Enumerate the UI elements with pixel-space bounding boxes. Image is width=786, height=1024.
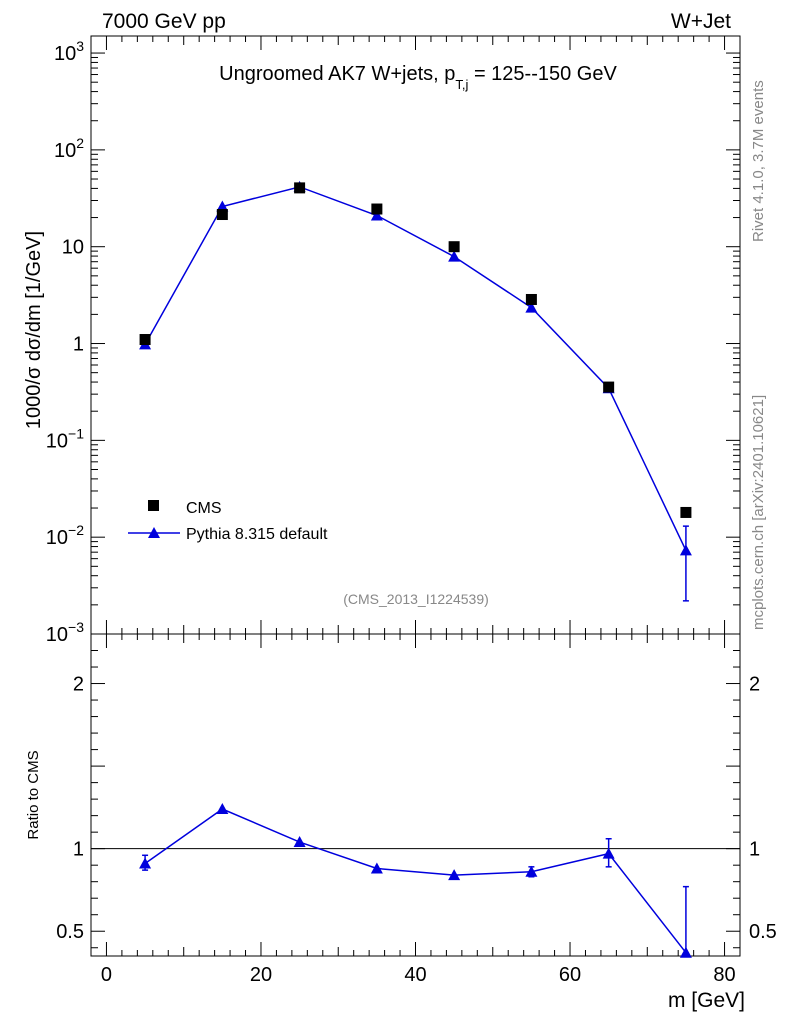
legend-cms-label: CMS [186,500,222,517]
x-tick-label: 60 [559,964,581,986]
cms-point [680,506,692,518]
cms-point [525,293,537,305]
cms-point [448,241,460,253]
analysis-watermark: (CMS_2013_I1224539) [343,591,489,607]
main-ticks [91,36,740,635]
ratio-point [139,857,152,869]
ratio-y-axis-label: Ratio to CMS [25,750,42,839]
main-panel: Ungroomed AK7 W+jets, pT,j = 125--150 Ge… [23,35,741,646]
ratio-series [139,803,692,958]
x-tick-label: 80 [713,964,735,986]
ratio-y-tick-label-left: 2 [73,674,84,696]
legend-pythia-label: Pythia 8.315 default [186,526,328,543]
cms-point [139,334,151,346]
x-tick-label: 0 [101,964,112,986]
ratio-point [370,862,383,874]
ratio-panel: Ratio to CMS m [GeV] 2 2 1 1 0.5 0.5 0 20 40 60 80 [25,633,777,1012]
pythia-line [144,186,687,551]
ratio-point [448,869,461,881]
main-y-tick-label: 103 [54,38,84,65]
ratio-line [144,808,687,954]
pythia-point [679,544,692,556]
header-right-label: W+Jet [671,10,731,33]
ratio-y-tick-label-right: 2 [749,674,760,696]
cms-point [371,203,383,215]
main-y-tick-label: 10−2 [46,522,84,549]
ratio-point [602,847,615,859]
legend-cms-marker [148,500,159,511]
pythia-point [525,301,538,313]
legend: CMS Pythia 8.315 default [128,500,328,543]
pythia-point [448,250,461,262]
main-title: Ungroomed AK7 W+jets, pT,j = 125--150 Ge… [219,63,617,92]
x-tick-label: 20 [250,964,272,986]
mcplots-label: mcplots.cern.ch [arXiv:2401.10621] [750,395,767,630]
ratio-y-tick-label-right: 1 [749,839,760,861]
ratio-ticks [91,633,740,956]
cms-point [294,182,306,194]
pythia-point [216,200,229,212]
cms-point [603,381,615,393]
main-y-tick-label: 10 [62,237,84,259]
pythia-point [370,209,383,221]
ratio-point [216,803,229,815]
ratio-tick-labels: 2 2 1 1 0.5 0.5 0 20 40 60 80 [56,674,777,986]
ratio-point [293,836,306,848]
main-y-axis-label: 1000/σ dσ/dm [1/GeV] [23,231,45,429]
ratio-point [679,946,692,958]
legend-pythia-marker [148,527,160,538]
main-y-tick-label: 10−1 [46,425,84,452]
x-tick-label: 40 [404,964,426,986]
main-y-tick-label: 102 [54,135,84,162]
header-left-label: 7000 GeV pp [102,10,226,33]
rivet-version-label: Rivet 4.1.0, 3.7M events [750,80,767,242]
cms-point [216,209,228,221]
main-y-tick-label: 1 [73,334,84,356]
ratio-frame [90,633,741,957]
ratio-y-tick-label-left: 1 [73,839,84,861]
main-y-tick-label: 10−3 [46,619,84,646]
x-axis-label: m [GeV] [668,989,745,1012]
ratio-y-tick-label-left: 0.5 [56,921,84,943]
ratio-point [525,865,538,877]
main-series [139,180,692,602]
main-frame [90,35,741,635]
ratio-y-tick-label-right: 0.5 [749,921,777,943]
